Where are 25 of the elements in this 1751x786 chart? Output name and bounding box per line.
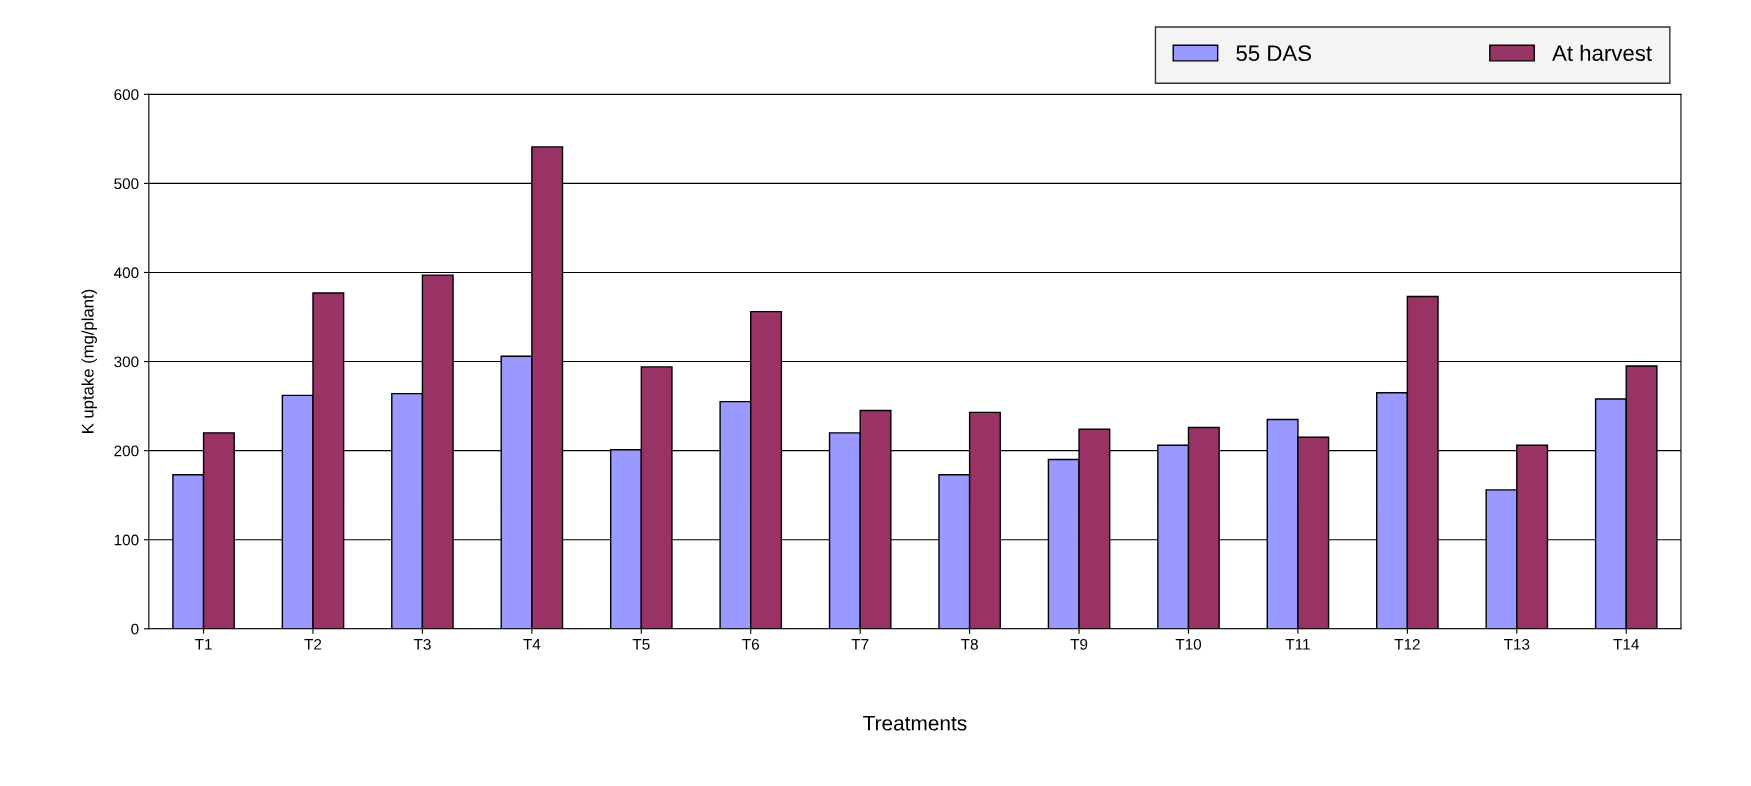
y-tick-label: 0 [131,623,139,635]
x-tick-label: T11 [1285,639,1310,650]
legend-label: At harvest [1552,44,1652,62]
x-tick-label: T1 [194,639,212,650]
y-tick-label: 300 [114,356,139,368]
x-tick-label: T14 [1613,639,1639,650]
x-tick-label: T12 [1394,638,1420,650]
x-tick-label: T6 [742,638,759,650]
x-axis-title: Treatments [863,716,967,731]
x-tick-label: T13 [1503,638,1530,650]
legend-label: 55 DAS [1236,45,1312,62]
x-tick-label: T3 [413,638,431,650]
x-tick-label: T4 [523,639,541,650]
x-tick-label: T5 [632,639,650,650]
y-tick-label: 500 [114,178,139,190]
x-tick-label: T9 [1070,638,1088,650]
y-tick-label: 100 [114,534,139,546]
x-tick-label: T7 [851,639,869,650]
y-tick-label: 200 [114,445,139,457]
y-axis-title: K uptake (mg/plant) [81,289,97,433]
x-tick-label: T10 [1175,638,1202,650]
y-tick-label: 600 [114,89,139,101]
x-tick-label: T2 [304,638,322,650]
x-tick-label: T8 [961,638,978,650]
y-tick-label: 400 [113,267,139,279]
